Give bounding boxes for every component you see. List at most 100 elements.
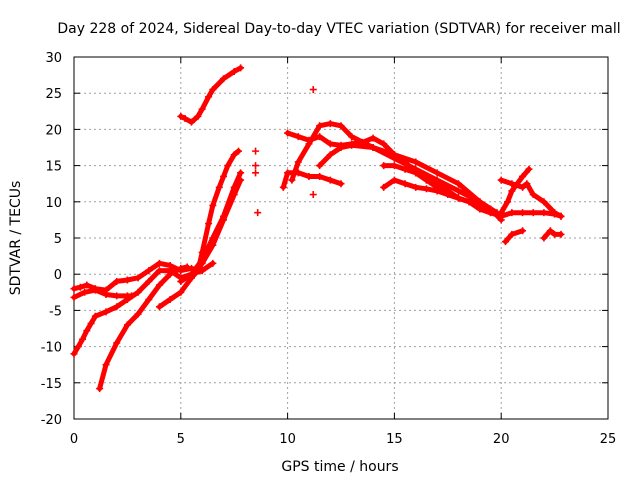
data-point <box>134 274 142 282</box>
data-point <box>220 212 228 220</box>
series-line <box>97 264 190 392</box>
data-point <box>254 209 262 217</box>
data-point <box>187 118 195 126</box>
series-arc-10 <box>279 169 345 191</box>
data-point <box>70 293 78 301</box>
data-point <box>234 147 242 155</box>
x-axis-label: GPS time / hours <box>281 459 398 475</box>
data-point <box>288 176 296 184</box>
data-point <box>504 198 512 206</box>
data-point <box>177 112 185 120</box>
data-point <box>433 169 441 177</box>
series-arc-14 <box>380 176 505 224</box>
series-arc-18 <box>501 227 527 246</box>
data-point <box>309 191 317 199</box>
data-point <box>187 274 195 282</box>
x-tick-label: 25 <box>600 432 617 447</box>
data-point <box>123 276 131 284</box>
data-point <box>155 267 163 275</box>
data-point <box>380 162 388 170</box>
data-point <box>540 209 548 217</box>
data-point <box>508 209 516 217</box>
data-point <box>422 176 430 184</box>
data-point <box>380 140 388 148</box>
data-point <box>519 172 527 180</box>
y-tick-label: 15 <box>45 160 62 175</box>
data-point <box>294 133 302 141</box>
data-point <box>422 185 430 193</box>
data-point <box>444 191 452 199</box>
series-line <box>189 148 241 281</box>
data-point <box>252 147 260 155</box>
data-point <box>177 277 185 285</box>
data-point <box>309 86 317 94</box>
data-point <box>497 176 505 184</box>
data-point <box>551 209 559 217</box>
data-point <box>220 172 228 180</box>
data-point <box>348 141 356 149</box>
data-point <box>380 183 388 191</box>
data-point <box>525 165 533 173</box>
data-point <box>551 230 559 238</box>
data-point <box>252 169 260 177</box>
data-point <box>177 264 185 272</box>
y-tick-label: -15 <box>41 377 62 392</box>
y-tick-label: 20 <box>45 123 62 138</box>
chart-title: Day 228 of 2024, Sidereal Day-to-day VTE… <box>57 21 620 37</box>
data-point <box>326 120 334 128</box>
data-point <box>215 183 223 191</box>
data-point <box>540 234 548 242</box>
data-point <box>476 201 484 209</box>
data-point <box>305 172 313 180</box>
data-point <box>237 169 245 177</box>
x-tick-label: 5 <box>177 432 185 447</box>
data-point <box>96 385 104 393</box>
data-point <box>284 129 292 137</box>
data-point <box>113 277 121 285</box>
x-tick-label: 10 <box>279 432 296 447</box>
data-point <box>102 290 110 298</box>
data-point <box>529 209 537 217</box>
series-arc-7 <box>187 147 242 282</box>
data-point <box>401 165 409 173</box>
data-point <box>230 183 238 191</box>
data-point <box>209 86 217 94</box>
data-point <box>316 172 324 180</box>
data-point <box>557 230 565 238</box>
data-point <box>209 234 217 242</box>
data-point <box>205 220 213 228</box>
data-point <box>326 176 334 184</box>
data-point <box>183 263 191 271</box>
data-point <box>337 144 345 151</box>
data-point <box>91 286 99 294</box>
series-arc-8 <box>177 64 245 126</box>
data-point <box>519 183 527 191</box>
data-point <box>145 277 153 285</box>
data-point <box>181 115 189 123</box>
series-arc-17 <box>497 165 533 217</box>
data-point <box>519 227 527 235</box>
series-line <box>178 65 244 125</box>
data-point <box>230 67 238 75</box>
data-point <box>305 140 313 148</box>
data-point <box>316 122 324 130</box>
series-arc-12 <box>316 141 501 217</box>
data-point <box>348 133 356 141</box>
data-point <box>523 180 531 188</box>
data-point <box>224 162 232 170</box>
x-tick-label: 20 <box>493 432 510 447</box>
data-point <box>113 339 121 347</box>
data-point <box>79 335 87 343</box>
data-point <box>501 238 509 246</box>
data-point <box>390 154 398 162</box>
data-point <box>337 180 345 188</box>
data-point <box>390 162 398 170</box>
data-point <box>177 288 185 296</box>
series-arc-19 <box>540 227 565 242</box>
data-point <box>412 169 420 177</box>
data-point <box>220 75 228 83</box>
data-point <box>546 227 554 235</box>
data-point <box>401 180 409 188</box>
data-point <box>412 158 420 166</box>
series-line <box>503 228 526 245</box>
